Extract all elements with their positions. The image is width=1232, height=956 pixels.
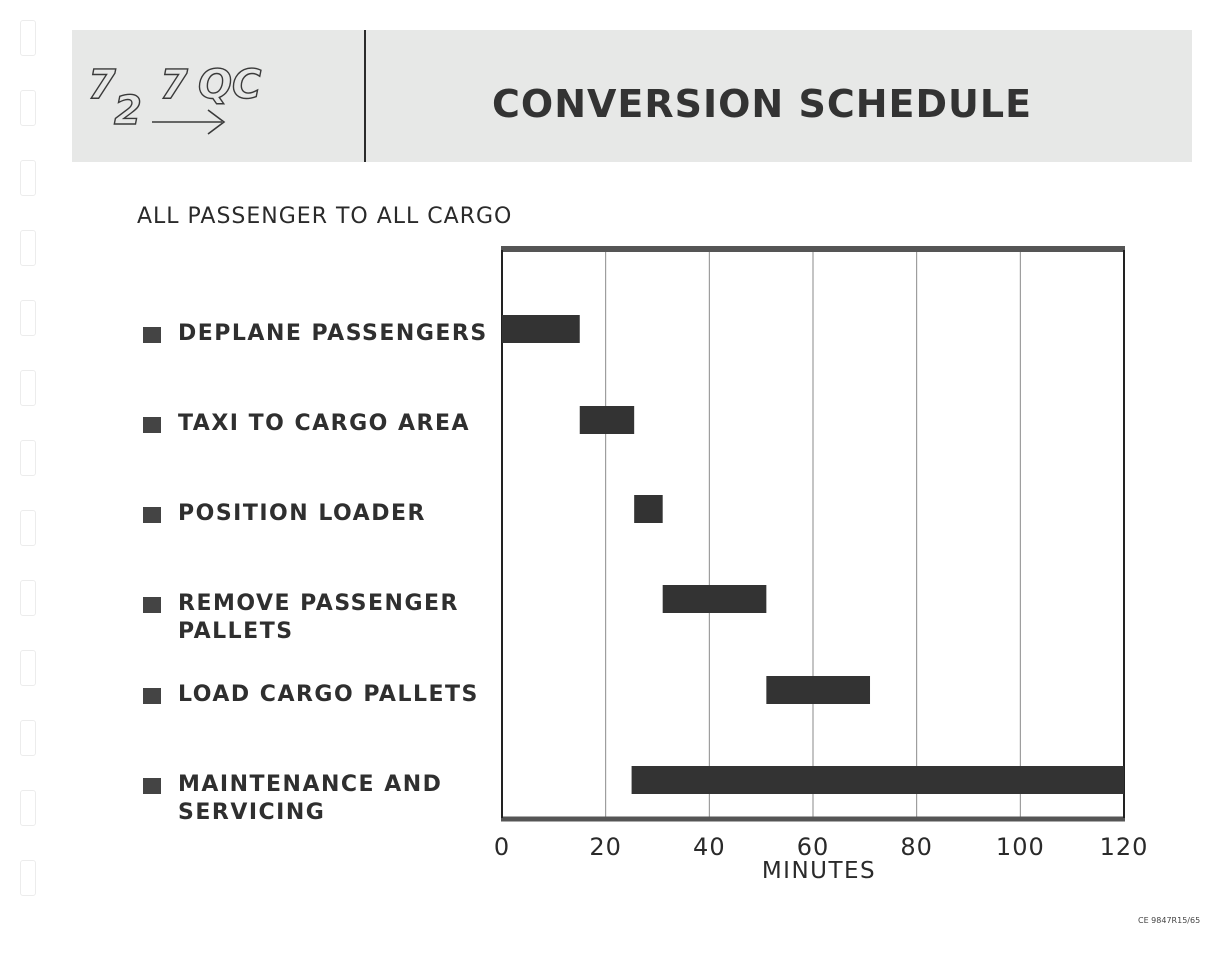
task-label-text: LOAD CARGO PALLETS [178, 682, 479, 707]
document-code: CE 9847R15/65 [1138, 916, 1201, 925]
arrow-icon [152, 109, 226, 135]
727qc-logo: 7 2 7 QC [86, 60, 356, 140]
chart-subtitle: ALL PASSENGER TO ALL CARGO [137, 204, 513, 229]
binder-hole [20, 370, 36, 406]
gantt-bar [662, 585, 767, 613]
task-label-text: POSITION LOADER [178, 501, 426, 526]
binder-holes [20, 20, 36, 940]
header-banner: 7 2 7 QC CONVERSION SCHEDULE [72, 30, 1192, 162]
binder-hole [20, 440, 36, 476]
task-label-remove-passenger-pallets: REMOVE PASSENGER PALLETS [143, 590, 478, 646]
binder-hole [20, 300, 36, 336]
logo-digit-2: 2 [114, 88, 142, 134]
task-label-taxi-to-cargo-area: TAXI TO CARGO AREA [143, 410, 498, 438]
x-tick-label: 20 [589, 833, 622, 861]
x-tick-label: 80 [900, 833, 933, 861]
binder-hole [20, 580, 36, 616]
binder-hole [20, 90, 36, 126]
banner-divider [364, 30, 366, 162]
x-tick-label: 0 [494, 833, 510, 861]
task-label-text: TAXI TO CARGO AREA [178, 411, 471, 436]
binder-hole [20, 230, 36, 266]
gantt-bar [631, 766, 1124, 794]
task-label-text: REMOVE PASSENGER PALLETS [178, 591, 459, 644]
gantt-bar [634, 495, 663, 523]
square-bullet-icon [143, 597, 161, 613]
page-title: CONVERSION SCHEDULE [492, 82, 1033, 126]
logo-digit-7b: 7 [160, 62, 188, 108]
x-tick-label: 60 [797, 833, 830, 861]
square-bullet-icon [143, 507, 161, 523]
gantt-bar [579, 406, 635, 434]
gantt-bar [502, 315, 580, 343]
task-label-text: MAINTENANCE AND SERVICING [178, 772, 443, 825]
binder-hole [20, 720, 36, 756]
x-tick-label: 100 [996, 833, 1045, 861]
x-axis-label: MINUTES [762, 858, 876, 884]
binder-hole [20, 790, 36, 826]
task-label-load-cargo-pallets: LOAD CARGO PALLETS [143, 681, 498, 709]
binder-hole [20, 510, 36, 546]
square-bullet-icon [143, 327, 161, 343]
square-bullet-icon [143, 688, 161, 704]
binder-hole [20, 650, 36, 686]
gantt-bar [766, 676, 871, 704]
task-label-deplane-passengers: DEPLANE PASSENGERS [143, 320, 498, 348]
logo-digit-7: 7 [88, 62, 116, 108]
binder-hole [20, 20, 36, 56]
x-tick-label: 120 [1100, 833, 1149, 861]
task-label-position-loader: POSITION LOADER [143, 500, 498, 528]
logo-letters-qc: QC [198, 62, 261, 108]
x-tick-label: 40 [693, 833, 726, 861]
square-bullet-icon [143, 417, 161, 433]
task-label-text: DEPLANE PASSENGERS [178, 321, 488, 346]
binder-hole [20, 860, 36, 896]
task-label-maintenance-and-servicing: MAINTENANCE AND SERVICING [143, 771, 468, 827]
square-bullet-icon [143, 778, 161, 794]
binder-hole [20, 160, 36, 196]
